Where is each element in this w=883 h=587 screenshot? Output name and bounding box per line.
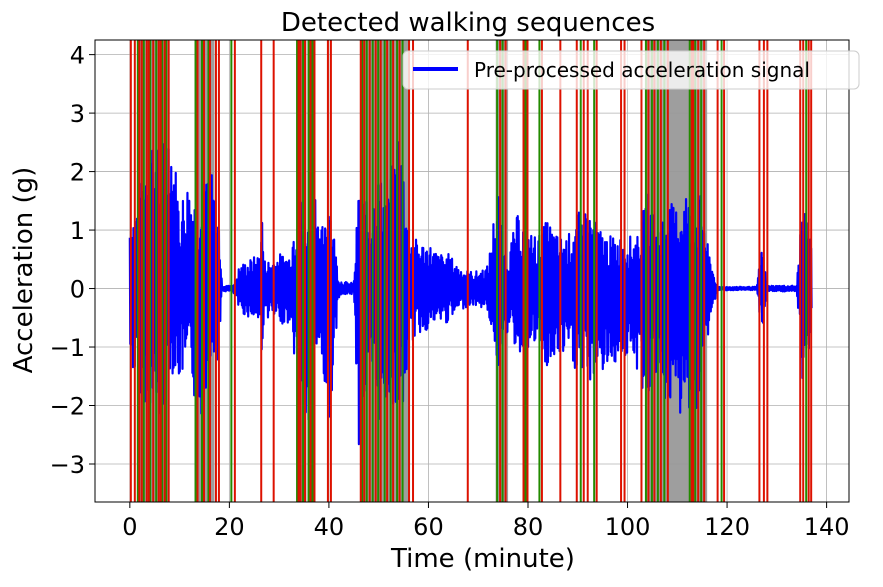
- chart-title: Detected walking sequences: [281, 8, 655, 38]
- y-tick-label: −3: [50, 451, 85, 479]
- legend-label: Pre-processed acceleration signal: [474, 58, 810, 82]
- y-tick-label: 4: [70, 42, 85, 70]
- x-tick-label: 0: [122, 513, 137, 541]
- x-tick-label: 20: [214, 513, 245, 541]
- legend: Pre-processed acceleration signal: [402, 50, 860, 90]
- y-tick-label: −1: [50, 334, 85, 362]
- x-tick-label: 60: [413, 513, 444, 541]
- x-tick-label: 40: [314, 513, 345, 541]
- y-tick-label: 2: [70, 159, 85, 187]
- plot-frame: [94, 39, 850, 503]
- x-tick-label: 140: [804, 513, 850, 541]
- plot-content: [95, 40, 849, 502]
- x-axis-label: Time (minute): [390, 544, 575, 574]
- plot-area: [95, 40, 849, 502]
- y-tick-label: −2: [50, 393, 85, 421]
- y-tick-label: 3: [70, 100, 85, 128]
- y-tick-label: 1: [70, 217, 85, 245]
- x-tick-label: 120: [704, 513, 750, 541]
- axes: 0 20 40 60 80 100 120 140 −3 −2 −1 0 1 2 3 4: [50, 39, 850, 541]
- x-tick-label: 80: [513, 513, 544, 541]
- y-tick-label: 0: [70, 276, 85, 304]
- legend-box: [402, 50, 860, 90]
- y-axis-label: Acceleration (g): [9, 167, 39, 374]
- x-tick-label: 100: [605, 513, 651, 541]
